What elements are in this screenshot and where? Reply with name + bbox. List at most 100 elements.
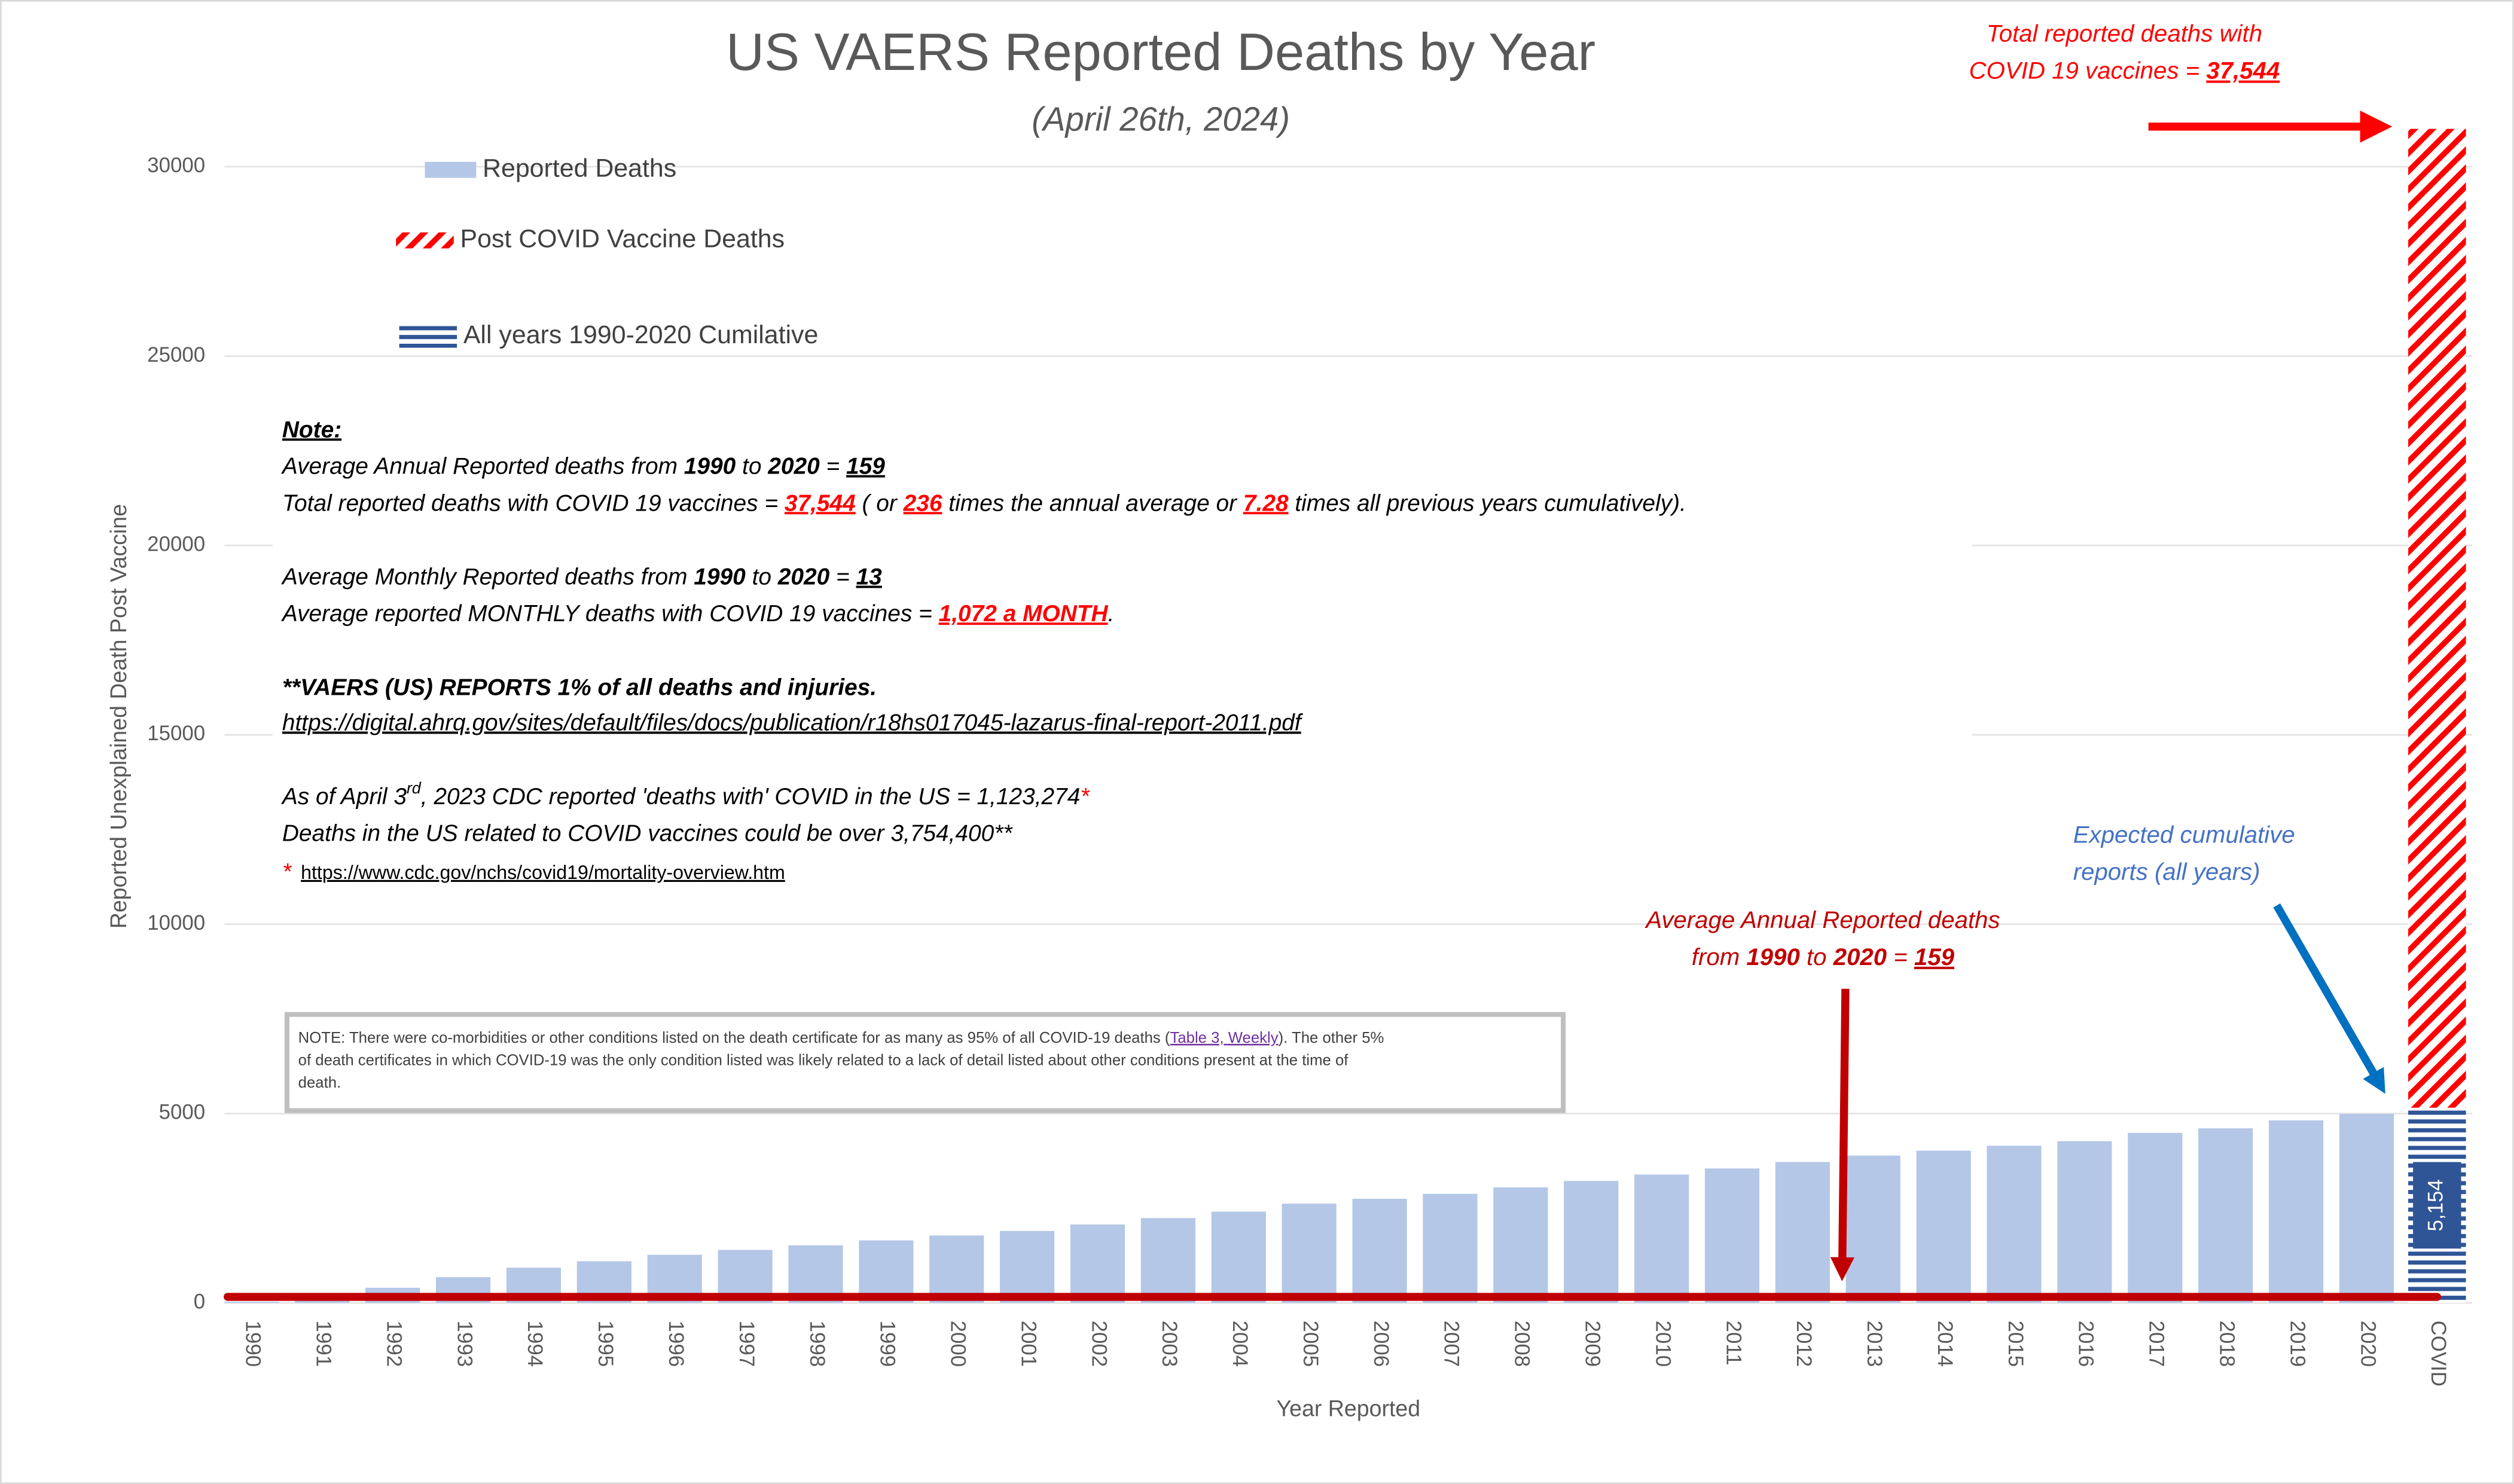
chart-title: US VAERS Reported Deaths by Year [726, 22, 1595, 81]
annotation-text: 1990 [1746, 943, 1799, 970]
note-background [272, 408, 1972, 890]
box-note-line: death. [298, 1074, 341, 1091]
bar [1634, 1174, 1689, 1303]
legend-swatch [425, 161, 477, 178]
note-line: Total reported deaths with COVID 19 vacc… [282, 491, 1686, 517]
note-text: rd [407, 779, 422, 797]
annotation-text: 37,544 [2206, 57, 2280, 84]
chart-subtitle: (April 26th, 2024) [1032, 100, 1290, 138]
annotation-text: reports (all years) [2073, 858, 2260, 885]
bar [2408, 129, 2466, 1108]
note-text: . [1108, 601, 1115, 627]
bar [2057, 1141, 2112, 1303]
grid: 0 5000 10000 15000 20000 25000 30000 1990 1991 19… [147, 154, 2473, 1387]
note-text: 236 [903, 491, 942, 517]
note-line: Average reported MONTHLY deaths with COV… [281, 601, 1115, 627]
x-tick-label: 2018 [2215, 1321, 2238, 1367]
note-text: , 2023 CDC reported 'deaths with' COVID … [421, 784, 1081, 810]
y-tick-label: 0 [194, 1290, 205, 1313]
bar [2339, 1114, 2394, 1303]
box-note-line: NOTE: There were co-morbidities or other… [298, 1030, 1384, 1046]
annotation-text: to [1800, 943, 1833, 970]
annotation-text: COVID 19 vaccines = [1969, 57, 2207, 84]
box-note-text: death. [298, 1074, 341, 1091]
y-tick-label: 20000 [147, 532, 205, 555]
note-text: Average reported MONTHLY deaths with COV… [281, 601, 939, 627]
box-note-link[interactable]: Table 3, Weekly [1170, 1030, 1278, 1046]
bar [1775, 1162, 1830, 1303]
bar [1493, 1187, 1548, 1303]
note-text: times all previous years cumulatively). [1289, 491, 1686, 517]
bar [2268, 1120, 2324, 1303]
note-line: Average Monthly Reported deaths from 199… [281, 564, 882, 590]
legend-swatch [399, 325, 457, 348]
note-line: **VAERS (US) REPORTS 1% of all deaths an… [282, 675, 877, 701]
bar [1423, 1193, 1478, 1303]
note-text: 13 [856, 564, 883, 590]
x-tick-label: 2005 [1299, 1321, 1322, 1367]
note-link[interactable]: https://digital.ahrq.gov/sites/default/f… [282, 710, 1304, 736]
x-tick-label: 1993 [453, 1321, 476, 1367]
x-tick-label: 1998 [806, 1321, 829, 1367]
box-note: NOTE: There were co-morbidities or other… [284, 1012, 1566, 1113]
x-tick-label: 2013 [1863, 1321, 1886, 1367]
x-tick-label: 1995 [594, 1321, 617, 1367]
box-note-text: ). The other 5% [1279, 1030, 1384, 1046]
note-block: Note: Average Annual Reported deaths fro… [281, 417, 1686, 885]
legend-label: All years 1990-2020 Cumilative [463, 320, 818, 349]
legend-label: Post COVID Vaccine Deaths [460, 224, 785, 253]
annotation-text: Expected cumulative [2073, 822, 2295, 848]
legend-label: Reported Deaths [483, 154, 676, 182]
note-line: * https://www.cdc.gov/nchs/covid19/mortal… [282, 859, 785, 885]
bar [1282, 1204, 1337, 1303]
note-text: = [820, 454, 846, 480]
note-text: Average Monthly Reported deaths from [281, 564, 694, 590]
x-tick-label: 2019 [2286, 1321, 2309, 1367]
note-text: Deaths in the US related to COVID vaccin… [282, 821, 1014, 847]
box-note-text: NOTE: There were co-morbidities or other… [298, 1030, 1170, 1046]
value-label: 5,154 [2424, 1179, 2448, 1231]
note-text: 2020 [767, 454, 820, 480]
bar [1211, 1211, 1266, 1303]
x-tick-label: 1997 [735, 1321, 758, 1367]
note-link[interactable]: https://www.cdc.gov/nchs/covid19/mortali… [301, 861, 785, 883]
note-text: 1990 [694, 564, 746, 590]
bar [1000, 1230, 1055, 1303]
bar [1845, 1155, 1900, 1303]
x-tick-label: 2000 [947, 1321, 970, 1367]
x-tick-label: 2017 [2145, 1321, 2168, 1367]
bar [1916, 1150, 1971, 1303]
box-note-line: of death certificates in which COVID-19 … [298, 1052, 1349, 1068]
annotation-text: Average Annual Reported deaths [1645, 906, 2000, 933]
note-text: 159 [846, 454, 885, 480]
annotations: Total reported deaths with COVID 19 vacc… [1645, 20, 2393, 970]
x-tick-label: 2003 [1158, 1321, 1181, 1367]
x-tick-label: 1994 [523, 1321, 547, 1367]
note-text: * [282, 859, 292, 885]
note-text: ( or [856, 491, 904, 517]
note-heading: Note: [282, 417, 341, 442]
bar [1352, 1198, 1407, 1303]
annotation-text: 2020 [1833, 943, 1887, 970]
box-note-frame [284, 1012, 1566, 1113]
x-tick-label: 1990 [242, 1321, 265, 1367]
note-text: 7.28 [1243, 491, 1289, 517]
x-tick-label: 2014 [1933, 1321, 1957, 1367]
bar [1704, 1168, 1760, 1303]
box-note-text: of death certificates in which COVID-19 … [298, 1052, 1349, 1068]
x-tick-label: 1999 [876, 1321, 899, 1367]
y-tick-label: 5000 [159, 1101, 205, 1124]
annotation-text: 159 [1914, 943, 1955, 970]
note-line: Deaths in the US related to COVID vaccin… [282, 821, 1014, 847]
annotation-text: COVID 19 vaccines = 37,544 [1969, 57, 2280, 84]
bar [1564, 1181, 1619, 1303]
x-tick-label: 2008 [1511, 1321, 1534, 1367]
annotation-text: Total reported deaths with [1987, 20, 2262, 47]
x-tick-label: 2011 [1722, 1321, 1745, 1366]
note-line: As of April 3rd, 2023 CDC reported 'deat… [281, 779, 1091, 810]
x-tick-label: 2002 [1087, 1321, 1110, 1367]
legend-swatch [396, 232, 454, 249]
bar [2198, 1128, 2253, 1303]
x-tick-label: COVID [2427, 1321, 2450, 1387]
